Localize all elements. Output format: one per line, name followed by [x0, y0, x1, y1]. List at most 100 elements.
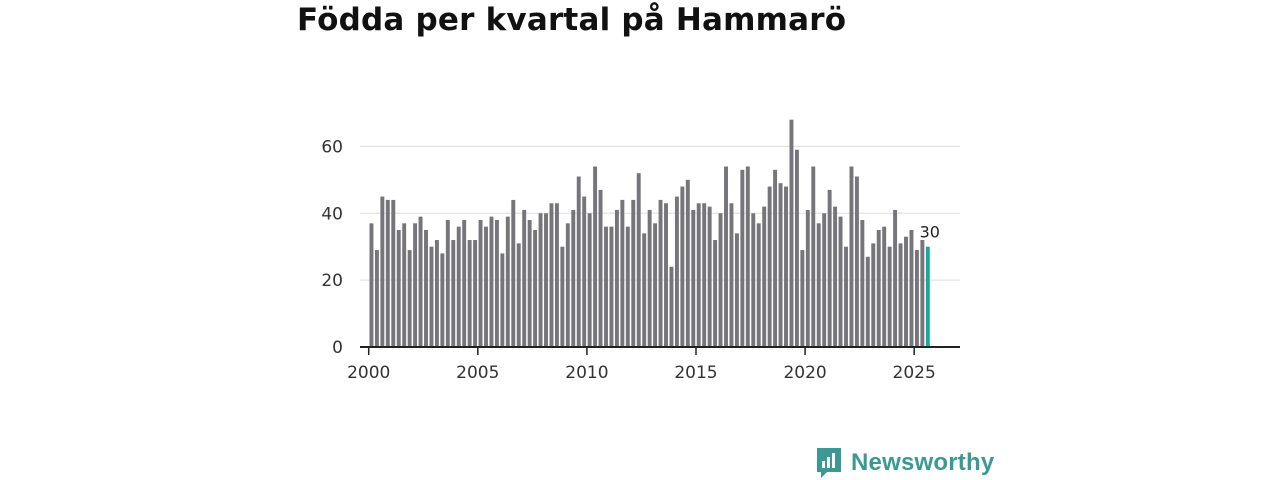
bar	[505, 216, 510, 347]
bar	[674, 196, 679, 347]
bar	[614, 209, 619, 347]
bar	[374, 250, 379, 347]
bar	[762, 206, 767, 347]
bar	[882, 226, 887, 347]
bar	[440, 253, 445, 347]
bar	[609, 226, 614, 347]
latest-value-label: 30	[920, 223, 940, 242]
bar	[729, 203, 734, 347]
bar	[511, 199, 516, 347]
bar	[734, 233, 739, 347]
bar	[860, 219, 865, 347]
bar	[598, 189, 603, 347]
bar	[642, 233, 647, 347]
bar	[718, 213, 723, 347]
bar	[593, 166, 598, 347]
bar	[625, 226, 630, 347]
bar	[724, 166, 728, 347]
bar	[914, 250, 919, 347]
bar	[407, 250, 412, 347]
y-tick-label: 0	[332, 338, 343, 358]
bar	[478, 219, 483, 347]
bar	[554, 203, 559, 347]
bar	[827, 189, 832, 347]
bar	[854, 176, 859, 347]
bar	[434, 240, 439, 347]
bar	[636, 173, 641, 347]
bar	[745, 166, 750, 347]
bar	[456, 226, 461, 347]
bar	[396, 230, 401, 347]
bar	[544, 213, 548, 347]
bar	[669, 266, 674, 347]
bar	[462, 219, 467, 347]
chart-title: Födda per kvartal på Hammarö	[297, 2, 847, 38]
bar	[751, 213, 756, 347]
bar	[620, 199, 625, 347]
bar	[391, 199, 396, 347]
bar	[756, 223, 761, 347]
bar	[876, 230, 881, 347]
bar	[500, 253, 505, 347]
bar	[920, 240, 925, 347]
bar	[369, 223, 374, 347]
bar	[904, 236, 908, 347]
bar	[773, 169, 778, 347]
bar	[549, 203, 554, 347]
bar	[538, 213, 543, 347]
bar	[560, 246, 565, 347]
bar	[680, 186, 685, 347]
bar	[909, 230, 914, 347]
bar	[691, 209, 696, 347]
bar	[778, 183, 783, 347]
bar	[816, 223, 821, 347]
bar	[844, 246, 848, 347]
bar	[522, 209, 527, 347]
bar	[833, 206, 838, 347]
bar	[380, 196, 385, 347]
bar	[413, 223, 418, 347]
axes	[360, 346, 960, 355]
bar	[647, 209, 652, 347]
bar	[740, 169, 745, 347]
bar-latest	[925, 246, 930, 347]
bar	[467, 240, 472, 347]
bar	[653, 223, 658, 347]
bar	[604, 226, 608, 347]
bar	[696, 203, 701, 347]
newsworthy-logo[interactable]: Newsworthy	[815, 446, 994, 480]
bar	[685, 179, 690, 347]
bar	[587, 213, 592, 347]
newsworthy-logo-icon	[817, 448, 841, 478]
bar	[385, 199, 390, 347]
x-tick-label: 2015	[674, 363, 717, 383]
bar	[664, 203, 668, 347]
bar	[784, 186, 788, 347]
y-tick-label: 20	[321, 271, 343, 291]
bar	[893, 209, 898, 347]
bar	[473, 240, 478, 347]
bar	[631, 199, 636, 347]
bar	[898, 243, 903, 347]
bar	[707, 206, 712, 347]
labels: 0 20 40 60 30 2000 2005 2010 2015 2020 2025	[321, 137, 940, 383]
bar	[849, 166, 854, 347]
bar	[484, 226, 488, 347]
bar	[571, 209, 576, 347]
bar	[865, 256, 870, 347]
newsworthy-logo-text: Newsworthy	[851, 449, 995, 476]
bar	[429, 246, 434, 347]
bar	[582, 196, 587, 347]
bar	[445, 219, 450, 347]
bar	[871, 243, 876, 347]
bar	[658, 199, 663, 347]
bar	[789, 119, 794, 347]
bar	[805, 209, 810, 347]
x-tick-label: 2005	[456, 363, 499, 383]
x-tick-label: 2000	[347, 363, 390, 383]
bar	[767, 186, 772, 347]
bar	[418, 216, 423, 347]
bar	[576, 176, 581, 347]
y-tick-label: 40	[321, 204, 343, 224]
bar	[565, 223, 570, 347]
